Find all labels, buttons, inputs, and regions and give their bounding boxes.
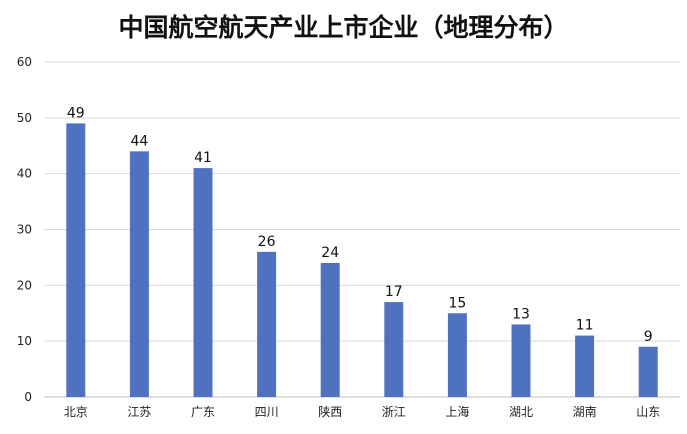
data-label: 44: [130, 133, 148, 149]
data-label: 49: [67, 105, 85, 121]
y-tick-label: 20: [17, 278, 32, 292]
y-tick-label: 40: [17, 167, 32, 181]
data-label: 17: [385, 284, 403, 300]
data-label: 11: [576, 318, 594, 334]
x-category-label: 上海: [445, 404, 469, 419]
bar: [384, 302, 404, 397]
bar: [638, 346, 658, 397]
y-tick-label: 60: [17, 55, 32, 69]
chart-title: 中国航空航天产业上市企业（地理分布）: [118, 13, 569, 42]
y-tick-label: 30: [17, 223, 32, 237]
data-label: 9: [644, 329, 653, 345]
data-label: 41: [194, 150, 212, 166]
x-category-label: 北京: [64, 405, 88, 419]
x-category-label: 山东: [636, 405, 660, 419]
data-label: 15: [448, 295, 466, 311]
y-tick-label: 10: [17, 334, 32, 348]
x-category-label: 四川: [255, 405, 279, 419]
bar: [66, 123, 86, 398]
data-label: 13: [512, 306, 530, 322]
x-category-label: 江苏: [127, 405, 151, 419]
data-label: 24: [321, 245, 339, 261]
bar: [320, 263, 340, 397]
bar: [575, 335, 595, 397]
x-category-label: 湖南: [573, 404, 597, 419]
y-tick-label: 50: [17, 111, 32, 125]
x-category-label: 陕西: [318, 404, 342, 419]
y-tick-label: 0: [24, 390, 32, 404]
x-category-label: 浙江: [382, 405, 406, 419]
data-label: 26: [258, 234, 276, 250]
bar: [511, 324, 531, 397]
bar: [193, 168, 213, 397]
bar: [447, 313, 467, 397]
bar: [129, 151, 149, 397]
bar: [257, 251, 277, 397]
x-category-label: 湖北: [509, 404, 533, 419]
x-category-label: 广东: [191, 405, 215, 419]
